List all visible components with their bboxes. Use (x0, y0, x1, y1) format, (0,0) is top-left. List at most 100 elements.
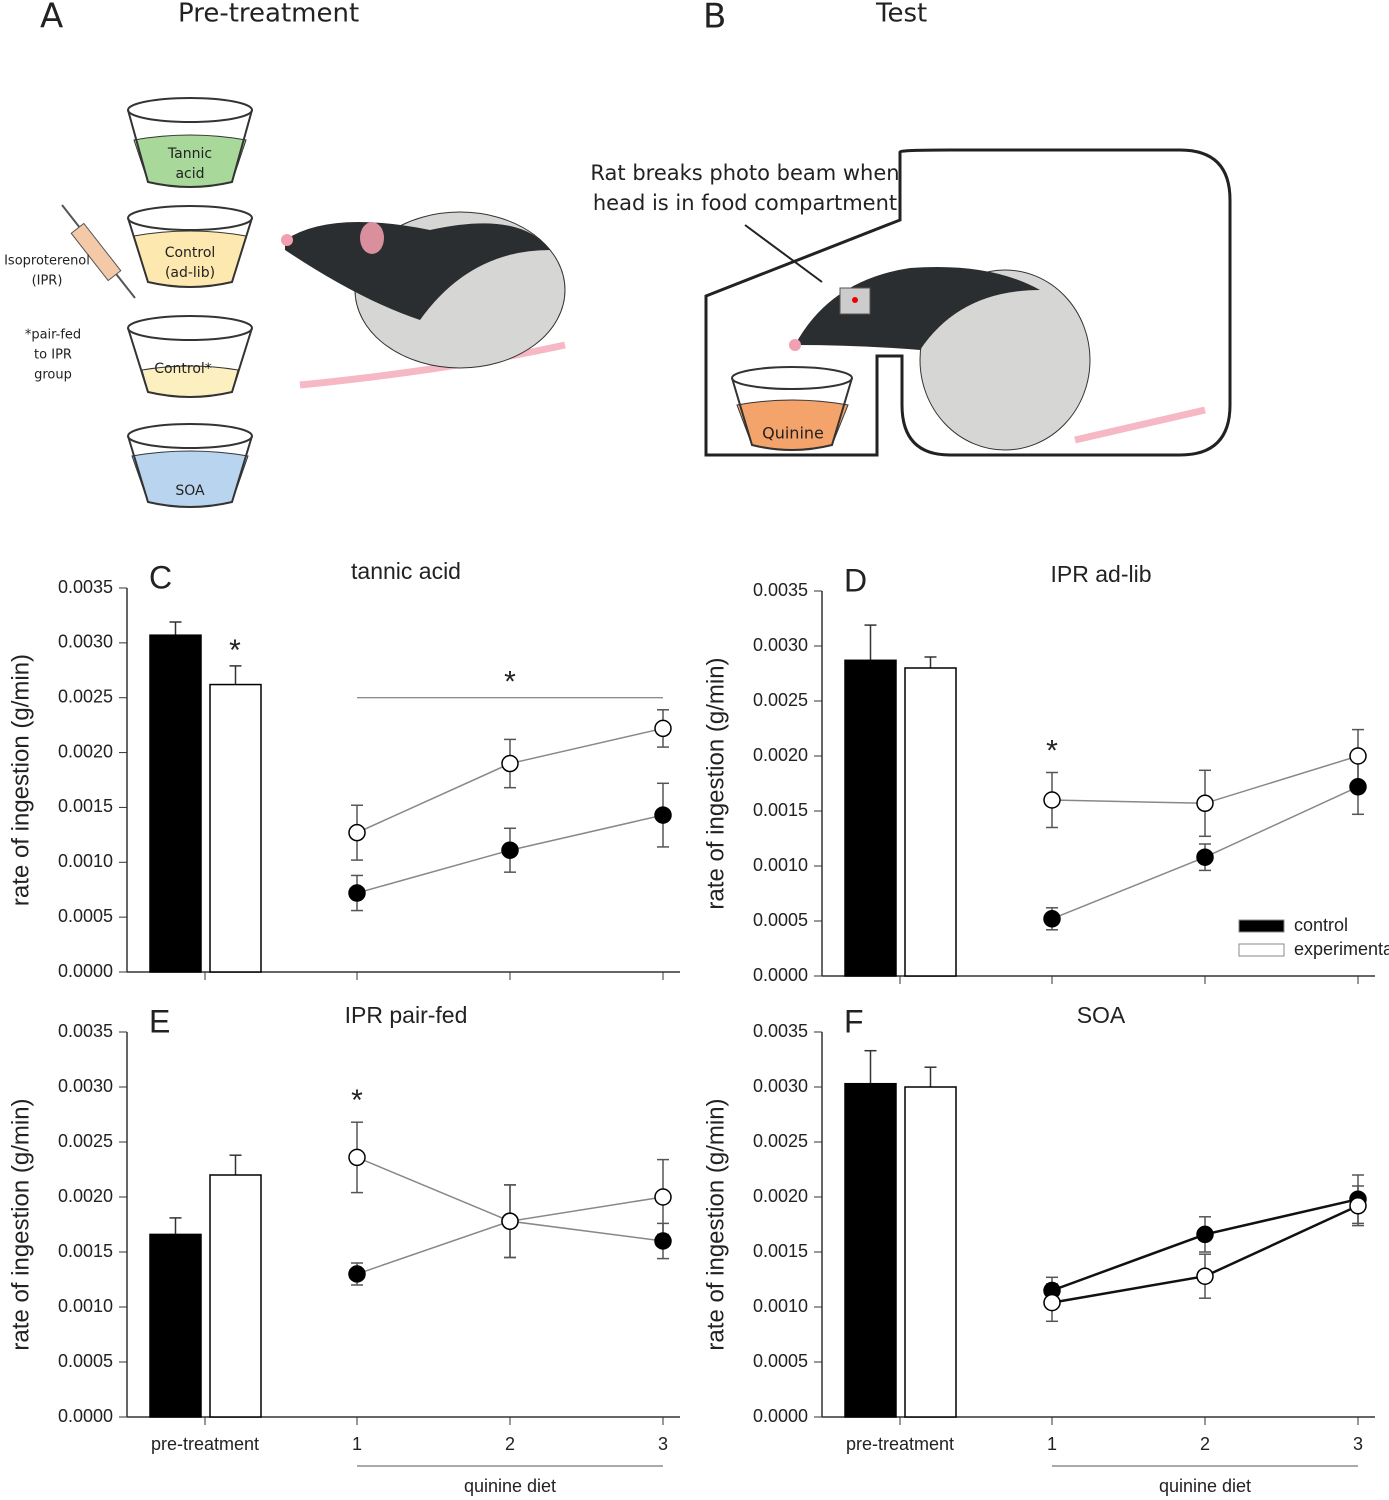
y-tick-label: 0.0030 (58, 632, 113, 652)
rat (789, 266, 1206, 451)
significance: * (1046, 734, 1058, 767)
x-tick-label: 1 (352, 1434, 362, 1454)
y-tick-label: 0.0010 (753, 855, 808, 875)
note: to IPR (34, 348, 72, 363)
point (654, 1232, 672, 1250)
drug-label: Isoproterenol (4, 254, 90, 269)
cup-label: Tannic (167, 146, 212, 162)
bar (209, 683, 262, 973)
drug-label: (IPR) (32, 274, 63, 289)
cup-label: Quinine (762, 424, 824, 443)
point (501, 841, 519, 859)
y-tick-label: 0.0000 (753, 1406, 808, 1426)
y-tick-label: 0.0030 (58, 1076, 113, 1096)
x-axis-label: quinine diet (464, 1476, 556, 1496)
point (1349, 747, 1367, 765)
chart-title: SOA (1077, 1002, 1126, 1028)
y-tick-label: 0.0010 (58, 1296, 113, 1316)
y-tick-label: 0.0010 (58, 851, 113, 871)
x-axis-label: quinine diet (1159, 1476, 1251, 1496)
y-tick-label: 0.0035 (58, 1021, 113, 1041)
chamber (704, 148, 1232, 457)
chart: D IPR ad-lib rate of ingestion (g/min) 0.00… (702, 561, 1389, 985)
cup (127, 315, 253, 398)
legend-label: experimental (1294, 939, 1389, 959)
point (1043, 791, 1061, 809)
y-tick-label: 0.0005 (753, 1351, 808, 1371)
point (348, 823, 366, 842)
point (348, 1265, 366, 1283)
y-tick-label: 0.0020 (753, 745, 808, 765)
bar (149, 634, 202, 973)
y-tick-label: 0.0030 (753, 1076, 808, 1096)
cup-label: Control* (154, 361, 212, 377)
panel-letter: E (149, 1003, 170, 1039)
significance: * (229, 634, 241, 667)
point (1349, 1197, 1367, 1215)
point (1043, 1293, 1061, 1312)
y-tick-label: 0.0035 (753, 1021, 808, 1041)
point (654, 1188, 672, 1206)
bar (904, 1086, 957, 1418)
x-tick-label: 2 (1200, 1434, 1210, 1454)
arrow (744, 224, 823, 283)
y-tick-label: 0.0025 (58, 686, 113, 706)
y-axis-label: rate of ingestion (g/min) (702, 1098, 729, 1350)
y-tick-label: 0.0000 (58, 1406, 113, 1426)
y-tick-label: 0.0035 (58, 577, 113, 597)
x-tick-label: 1 (1047, 1434, 1057, 1454)
panel-letter: B (703, 0, 726, 37)
chart: E IPR pair-fed rate of ingestion (g/min) 0.… (7, 1002, 680, 1496)
cup (731, 366, 853, 451)
y-tick-label: 0.0000 (58, 961, 113, 981)
bar (209, 1174, 262, 1418)
y-tick-label: 0.0030 (753, 635, 808, 655)
point (348, 1148, 366, 1167)
caption: head is in food compartment (593, 191, 897, 215)
chart: F SOA rate of ingestion (g/min) 0.0000 0.000… (702, 1002, 1375, 1496)
cup (127, 205, 253, 288)
y-tick-label: 0.0005 (753, 910, 808, 930)
y-axis-label: rate of ingestion (g/min) (7, 654, 34, 906)
point (1196, 848, 1214, 866)
point (348, 884, 366, 902)
cup-label: SOA (175, 483, 205, 499)
legend-swatch (1238, 919, 1285, 933)
y-tick-label: 0.0025 (753, 690, 808, 710)
y-tick-label: 0.0025 (753, 1131, 808, 1151)
x-tick-label: 3 (1353, 1434, 1363, 1454)
point (654, 719, 672, 738)
point (501, 754, 519, 773)
point (501, 1212, 519, 1230)
point (1196, 794, 1214, 813)
y-tick-label: 0.0035 (753, 580, 808, 600)
bar (844, 659, 897, 977)
point (1196, 1267, 1214, 1285)
y-axis-label: rate of ingestion (g/min) (702, 657, 729, 909)
group-label: pre-treatment (151, 1434, 259, 1454)
point (1349, 778, 1367, 796)
y-tick-label: 0.0015 (753, 800, 808, 820)
rat (281, 211, 566, 389)
cup-label: Control (165, 245, 216, 261)
legend-label: control (1294, 915, 1348, 935)
point (1196, 1225, 1214, 1244)
y-axis-label: rate of ingestion (g/min) (7, 1098, 34, 1350)
y-tick-label: 0.0020 (753, 1186, 808, 1206)
chart-title: tannic acid (351, 558, 461, 584)
panel-title: Pre-treatment (178, 0, 359, 29)
legend-swatch (1238, 943, 1285, 957)
panel-letter: F (844, 1003, 864, 1039)
cup (127, 97, 253, 188)
caption: Rat breaks photo beam when (590, 161, 899, 185)
y-tick-label: 0.0025 (58, 1131, 113, 1151)
panel-letter: C (149, 559, 172, 595)
y-tick-label: 0.0005 (58, 906, 113, 926)
panel-letter: D (844, 562, 867, 598)
y-tick-label: 0.0005 (58, 1351, 113, 1371)
bar (844, 1082, 897, 1418)
significance: * (351, 1084, 363, 1117)
cup-label: (ad-lib) (165, 265, 215, 281)
y-tick-label: 0.0000 (753, 965, 808, 985)
